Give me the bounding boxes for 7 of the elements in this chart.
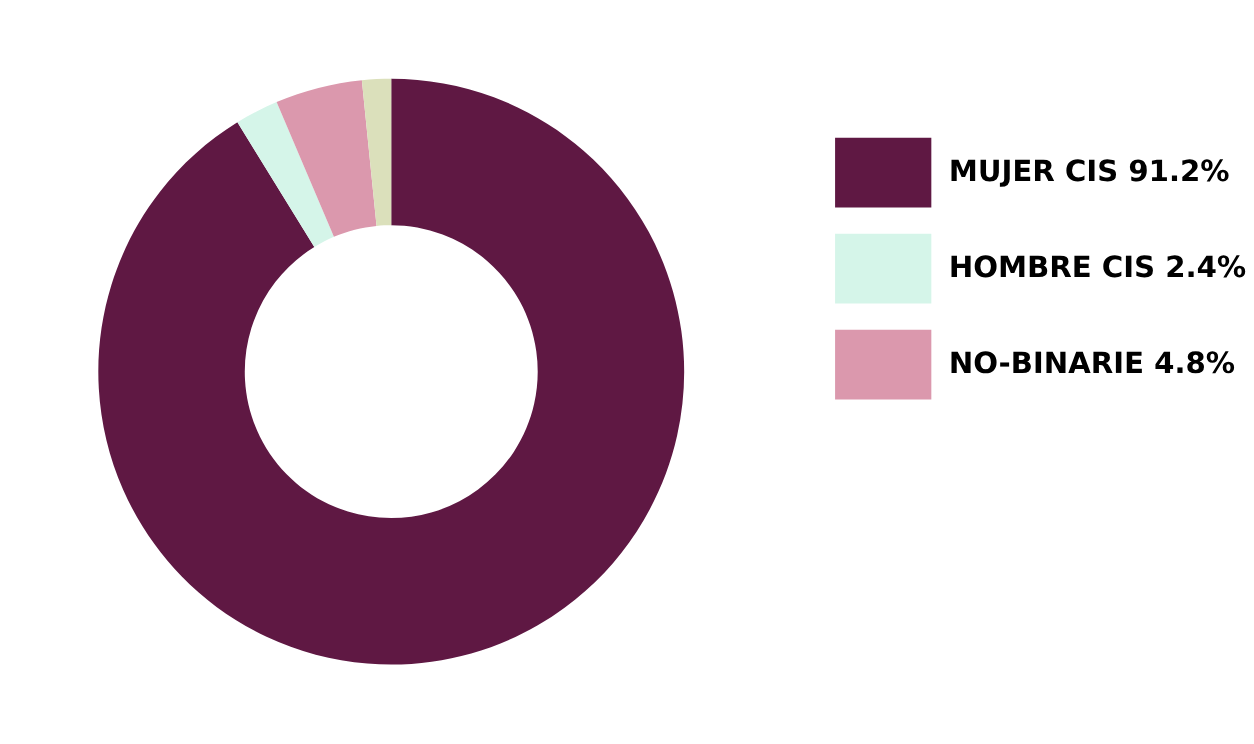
donut-slice [276,80,377,237]
donut-slice [98,78,685,665]
donut-slice [237,102,334,247]
donut-slice [361,78,392,226]
legend-label: HOMBRE CIS 2.4% [951,255,1246,278]
legend-label: NO-BINARIE 4.8% [951,351,1235,374]
legend-label: MUJER CIS 91.2% [951,159,1229,187]
